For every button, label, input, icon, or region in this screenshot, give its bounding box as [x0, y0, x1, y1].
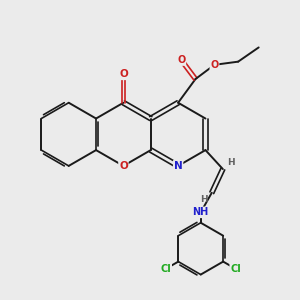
Text: O: O: [177, 55, 185, 65]
Text: O: O: [119, 161, 128, 171]
Text: O: O: [119, 69, 128, 79]
Text: H: H: [200, 195, 207, 204]
Text: H: H: [227, 158, 235, 166]
Text: O: O: [210, 60, 219, 70]
Text: Cl: Cl: [160, 264, 171, 274]
Text: NH: NH: [193, 207, 209, 217]
Text: N: N: [174, 161, 182, 171]
Text: Cl: Cl: [230, 264, 241, 274]
